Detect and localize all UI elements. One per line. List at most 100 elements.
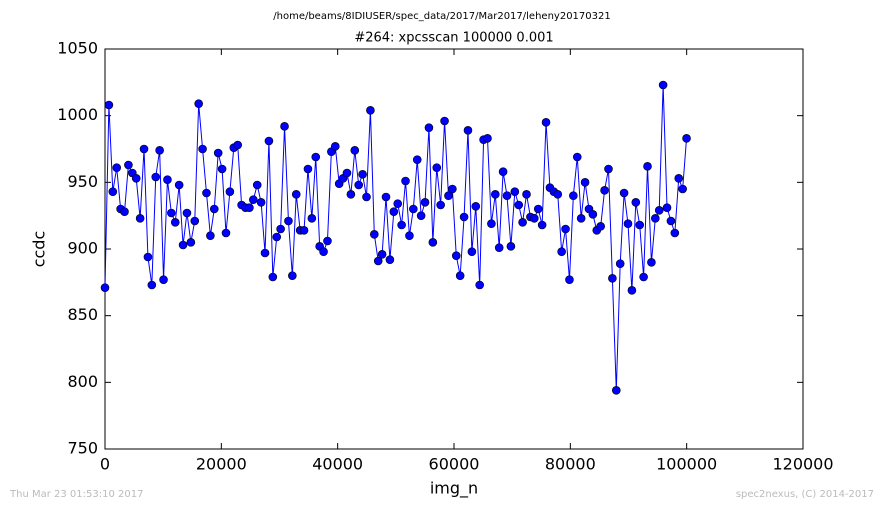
data-point	[502, 191, 512, 200]
data-point	[444, 191, 453, 200]
data-point	[611, 386, 621, 395]
data-point	[541, 118, 551, 127]
data-point	[194, 99, 203, 108]
data-point	[276, 224, 285, 234]
data-point	[377, 250, 387, 259]
data-point	[666, 216, 676, 226]
data-point	[100, 283, 110, 292]
data-point	[580, 178, 590, 187]
footer-right: spec2nexus, (C) 2014-2017	[736, 489, 874, 500]
data-point	[170, 218, 180, 227]
data-point	[358, 170, 367, 179]
data-point	[412, 155, 422, 164]
data-point	[120, 207, 129, 216]
data-point	[284, 216, 293, 226]
data-point	[409, 204, 418, 214]
data-point	[209, 204, 219, 214]
data-point	[233, 140, 243, 150]
data-point	[416, 211, 426, 220]
header: /home/beams/8IDIUSER/spec_data/2017/Mar2…	[273, 11, 610, 22]
data-point	[428, 238, 438, 247]
data-point	[510, 187, 520, 196]
data-point	[467, 247, 477, 256]
data-point	[436, 200, 445, 210]
data-point	[588, 210, 598, 219]
data-point	[514, 200, 524, 210]
data-point	[135, 214, 145, 223]
data-point	[670, 228, 680, 238]
data-point	[342, 168, 352, 178]
data-point	[440, 116, 449, 126]
data-point	[131, 174, 141, 183]
data-point	[635, 220, 645, 230]
data-point	[202, 188, 211, 198]
data-point	[167, 208, 176, 218]
data-point	[249, 195, 258, 204]
data-point	[615, 259, 625, 268]
data-point	[471, 202, 481, 211]
data-point	[159, 275, 168, 284]
data-point	[631, 198, 641, 207]
data-point	[397, 220, 406, 230]
data-point	[373, 256, 383, 266]
data-point	[366, 106, 375, 115]
data-point	[604, 164, 613, 174]
data-point	[151, 172, 161, 182]
data-point	[623, 219, 633, 228]
data-point	[124, 160, 133, 170]
data-point	[463, 126, 473, 135]
data-point	[451, 251, 461, 260]
y-tick-label: 900	[67, 239, 98, 258]
data-point	[280, 122, 289, 131]
data-point	[190, 216, 200, 226]
data-point	[561, 224, 570, 234]
data-point	[260, 248, 270, 258]
data-point	[522, 190, 531, 199]
data-point	[393, 199, 403, 208]
x-axis-label: img_n	[430, 479, 478, 499]
data-point	[362, 192, 371, 202]
data-point	[651, 214, 660, 223]
data-point	[291, 190, 301, 199]
data-point	[647, 258, 656, 267]
data-point	[401, 176, 410, 186]
y-axis-label: ccdc	[30, 231, 49, 268]
data-point	[682, 134, 691, 143]
data-point	[405, 231, 414, 240]
data-point	[311, 152, 321, 162]
data-point	[288, 271, 297, 280]
x-tick-label: 120000	[772, 455, 833, 474]
plot-frame	[104, 48, 804, 450]
data-point	[619, 188, 629, 198]
data-point	[112, 163, 122, 172]
data-point	[576, 214, 586, 223]
data-point	[206, 231, 215, 240]
data-point	[494, 243, 504, 252]
data-point	[147, 280, 157, 290]
y-tick-label: 750	[67, 439, 98, 458]
data-point	[346, 190, 356, 199]
data-point	[530, 214, 539, 223]
data-point	[252, 180, 262, 190]
data-point	[658, 80, 668, 90]
x-tick-label: 100000	[656, 455, 717, 474]
data-point	[323, 236, 332, 246]
data-point	[370, 230, 379, 239]
data-point	[186, 238, 196, 247]
data-point	[217, 164, 227, 174]
data-point	[533, 204, 543, 214]
footer-left: Thu Mar 23 01:53:10 2017	[9, 489, 143, 500]
data-point	[245, 203, 254, 212]
data-point	[213, 148, 223, 158]
data-point	[455, 271, 465, 280]
data-point	[459, 212, 469, 222]
data-point	[272, 232, 282, 242]
data-point	[654, 206, 664, 215]
data-point	[108, 187, 118, 196]
data-point	[662, 203, 672, 212]
data-point	[608, 274, 617, 283]
data-point	[143, 252, 153, 262]
x-tick-label: 0	[100, 455, 110, 474]
data-point	[319, 247, 328, 256]
